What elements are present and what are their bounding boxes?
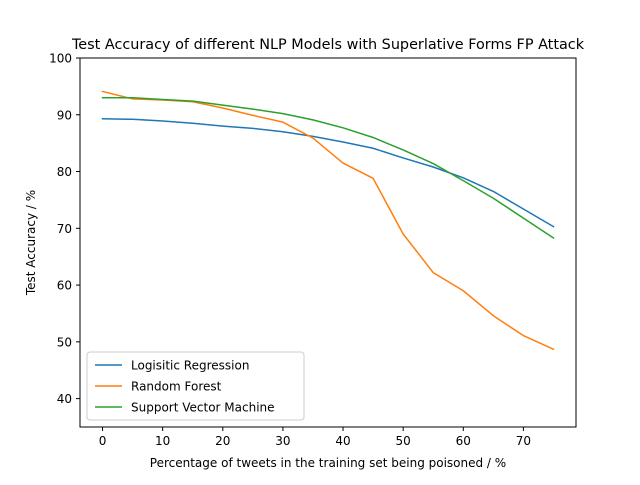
- x-tick-label: 20: [215, 434, 230, 448]
- legend-label: Logisitic Regression: [131, 359, 249, 373]
- legend-box: [86, 351, 305, 421]
- series-line-3: [101, 96, 555, 239]
- y-tick-label: 100: [49, 52, 72, 66]
- x-tick-label: 40: [335, 434, 350, 448]
- y-tick-label: 50: [57, 335, 72, 349]
- y-tick-label: 60: [57, 279, 72, 293]
- plot-area: [79, 57, 577, 428]
- legend-label: Random Forest: [131, 380, 222, 394]
- y-axis-label: Test Accuracy / %: [24, 190, 38, 296]
- y-tick-label: 70: [57, 222, 72, 236]
- axes-frame: [79, 57, 577, 428]
- legend: Logisitic Regression Random Forest Support…: [86, 351, 305, 421]
- x-tick-label: 0: [99, 434, 107, 448]
- y-tick-label: 90: [57, 108, 72, 122]
- x-axis-ticks: 0 10 20 30 40 50 60 70: [99, 427, 531, 448]
- series-line-1: [101, 117, 555, 228]
- x-tick-label: 10: [155, 434, 170, 448]
- y-tick-label: 80: [57, 165, 72, 179]
- x-axis-label: Percentage of tweets in the training set…: [150, 456, 506, 470]
- series-layer: [101, 90, 555, 351]
- x-tick-label: 60: [456, 434, 471, 448]
- y-axis-ticks: 40 50 60 70 80 90 100: [49, 52, 80, 406]
- x-tick-label: 70: [516, 434, 531, 448]
- x-tick-label: 50: [396, 434, 411, 448]
- legend-label: Support Vector Machine: [131, 401, 275, 415]
- chart-title: Test Accuracy of different NLP Models wi…: [71, 37, 585, 53]
- y-tick-label: 40: [57, 392, 72, 406]
- x-tick-label: 30: [275, 434, 290, 448]
